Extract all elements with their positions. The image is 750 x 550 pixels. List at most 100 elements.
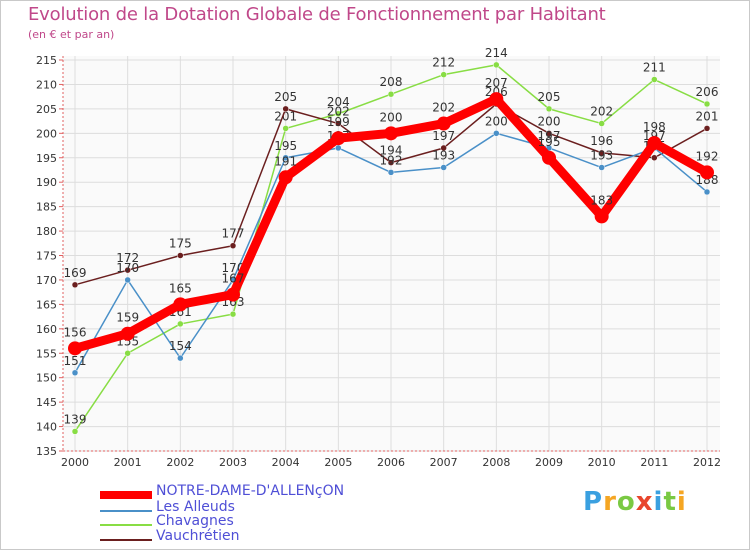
data-point	[598, 164, 605, 171]
data-point	[226, 287, 240, 302]
data-label: 199	[327, 115, 350, 129]
data-point	[124, 350, 131, 357]
data-label: 169	[64, 266, 87, 280]
data-label: 177	[222, 227, 245, 241]
chart-subtitle: (en € et par an)	[28, 28, 115, 41]
data-point	[124, 266, 131, 274]
data-point	[282, 125, 289, 132]
data-point	[387, 169, 395, 176]
data-label: 208	[380, 75, 403, 89]
data-point	[700, 165, 714, 180]
data-label: 202	[327, 105, 350, 119]
data-label: 201	[696, 109, 719, 123]
data-label: 205	[538, 90, 561, 104]
data-label: 211	[643, 61, 666, 75]
data-label: 172	[116, 251, 139, 265]
data-point	[335, 120, 342, 127]
data-label: 197	[432, 129, 455, 143]
legend-swatch	[100, 510, 152, 512]
y-tick-label: 135	[36, 445, 57, 458]
data-label: 192	[696, 149, 719, 163]
data-point	[229, 242, 237, 249]
data-label: 200	[380, 110, 403, 124]
data-point	[71, 369, 79, 377]
data-label: 175	[169, 237, 192, 251]
data-point	[703, 125, 711, 132]
data-label: 197	[538, 129, 561, 143]
data-label: 159	[116, 311, 139, 325]
x-tick-label: 2006	[377, 456, 405, 469]
data-label: 201	[274, 109, 297, 123]
data-point	[177, 252, 184, 259]
data-point	[124, 276, 131, 284]
legend-label: Chavagnes	[156, 513, 234, 529]
legend-label: NOTRE-DAME-D'ALLENçON	[156, 483, 345, 499]
x-tick-label: 2010	[588, 456, 616, 469]
data-label: 195	[274, 139, 297, 153]
data-label: 167	[222, 272, 245, 286]
y-tick-label: 190	[36, 176, 57, 189]
x-tick-label: 2009	[535, 456, 563, 469]
data-point	[173, 297, 188, 312]
data-label: 139	[64, 412, 87, 426]
y-tick-label: 185	[36, 201, 57, 214]
x-tick-label: 2007	[430, 456, 458, 469]
data-point	[71, 281, 79, 289]
data-label: 194	[380, 144, 403, 158]
logo-letter: r	[603, 487, 617, 517]
data-point	[282, 105, 289, 113]
x-tick-label: 2002	[166, 456, 194, 469]
data-point	[440, 71, 447, 78]
x-tick-label: 2003	[219, 456, 247, 469]
y-tick-label: 215	[36, 54, 57, 67]
data-label: 191	[274, 154, 297, 168]
x-tick-label: 2001	[114, 456, 142, 469]
x-tick-label: 2008	[482, 456, 510, 469]
y-tick-label: 145	[36, 396, 57, 409]
data-label: 214	[485, 46, 508, 60]
logo-letter: i	[676, 487, 687, 517]
data-label: 156	[64, 325, 87, 339]
data-label: 202	[432, 101, 455, 115]
data-point	[436, 116, 451, 131]
y-tick-label: 180	[36, 225, 57, 238]
legend-label: Vauchrétien	[156, 528, 240, 544]
data-point	[493, 61, 500, 69]
data-point	[229, 310, 237, 318]
x-tick-label: 2004	[272, 456, 300, 469]
data-point	[440, 144, 447, 152]
data-point	[120, 326, 135, 341]
data-point	[335, 110, 342, 118]
data-point	[489, 92, 504, 107]
y-tick-label: 165	[36, 298, 57, 311]
data-point	[598, 120, 605, 127]
data-point	[647, 136, 662, 151]
data-label: 207	[485, 76, 508, 90]
data-point	[177, 354, 184, 362]
data-point	[387, 90, 395, 98]
y-tick-label: 200	[36, 127, 57, 140]
data-point	[331, 131, 346, 146]
data-point	[651, 76, 658, 83]
logo-letter: i	[653, 487, 664, 517]
data-point	[598, 149, 605, 157]
y-tick-label: 205	[36, 103, 57, 116]
x-tick-label: 2011	[640, 456, 668, 469]
data-label: 192	[380, 153, 403, 167]
y-tick-label: 210	[36, 78, 57, 91]
proxiti-logo: Proxiti	[583, 487, 687, 517]
y-tick-label: 140	[36, 421, 57, 434]
x-tick-label: 2012	[693, 456, 721, 469]
data-point	[440, 164, 447, 171]
data-label: 206	[696, 85, 719, 99]
data-label: 196	[590, 134, 613, 148]
data-label: 200	[485, 114, 508, 128]
data-label: 151	[64, 354, 87, 368]
data-label: 195	[538, 135, 561, 149]
data-point	[545, 105, 553, 113]
chart-title: Evolution de la Dotation Globale de Fonc…	[28, 4, 606, 25]
data-point	[493, 130, 500, 137]
x-tick-label: 2005	[324, 456, 352, 469]
x-tick-label: 2000	[61, 456, 89, 469]
y-tick-label: 155	[36, 347, 57, 360]
